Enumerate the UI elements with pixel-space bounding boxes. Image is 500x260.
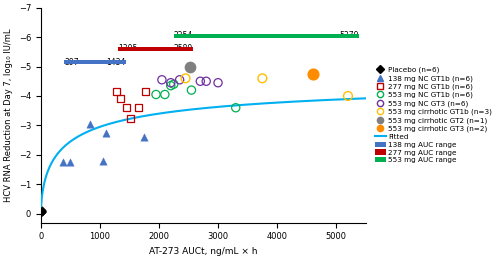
Point (66, 160, 74, 164)
Point (196, 79, 204, 83)
Point (214, 81, 222, 85)
Point (38, 210, 46, 214)
Point (182, 76, 190, 80)
Point (167, 84, 175, 88)
Point (112, 89, 120, 94)
Text: 2580: 2580 (174, 44, 193, 53)
Text: 1305: 1305 (118, 44, 138, 53)
Bar (118, 47, 193, 51)
Point (188, 88, 196, 92)
Point (99, 159, 107, 163)
Text: 2254: 2254 (174, 31, 193, 40)
Text: 1434: 1434 (106, 57, 126, 67)
Point (158, 78, 166, 82)
Point (167, 81, 175, 85)
Point (58, 160, 66, 164)
Point (152, 92, 160, 96)
Point (134, 106, 142, 110)
Point (38, 210, 46, 214)
Point (344, 94, 352, 98)
Point (38, 208, 46, 212)
Point (102, 131, 110, 135)
Point (170, 82, 177, 86)
Point (86, 122, 94, 126)
Point (161, 92, 169, 96)
Point (232, 106, 239, 110)
Point (140, 135, 148, 139)
Bar (174, 34, 358, 37)
Point (38, 209, 46, 213)
Point (202, 79, 210, 83)
Y-axis label: HCV RNA Reduction at Day 7, log₁₀ IU/mL: HCV RNA Reduction at Day 7, log₁₀ IU/mL (4, 28, 13, 202)
Point (142, 89, 150, 94)
Point (126, 116, 134, 120)
Bar (64, 60, 126, 64)
Point (122, 106, 130, 110)
X-axis label: AT-273 AUCt, ng/mL × h: AT-273 AUCt, ng/mL × h (149, 247, 258, 256)
Text: 5379: 5379 (339, 31, 358, 40)
Legend: Placebo (n=6), 138 mg NC GT1b (n=6), 277 mg NC GT1b (n=6), 553 mg NC GT1b (n=6),: Placebo (n=6), 138 mg NC GT1b (n=6), 277… (372, 64, 495, 166)
Point (38, 210, 46, 214)
Point (308, 72, 316, 76)
Text: 397: 397 (64, 57, 79, 67)
Point (116, 97, 124, 101)
Point (38, 209, 46, 213)
Point (176, 78, 184, 82)
Point (186, 64, 194, 69)
Point (258, 76, 266, 80)
